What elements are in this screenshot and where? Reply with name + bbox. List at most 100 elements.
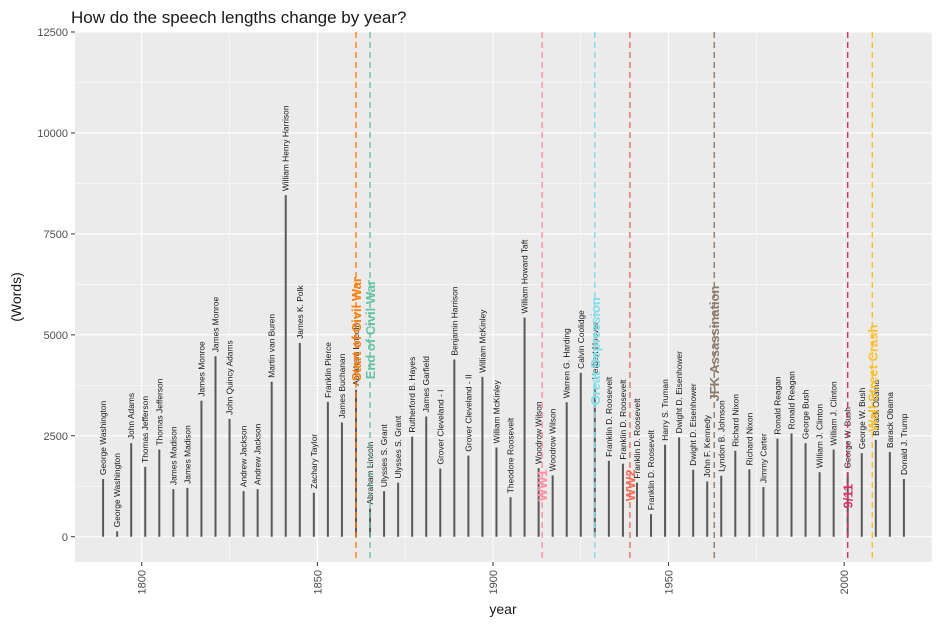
speech-bar bbox=[411, 436, 414, 537]
event-label: End of Civil War bbox=[363, 280, 378, 379]
speech-bar bbox=[256, 489, 259, 537]
speech-bar bbox=[130, 443, 133, 537]
speech-bar bbox=[228, 418, 231, 537]
president-label: Franklin D. Roosevelt bbox=[604, 376, 614, 457]
y-tick-label: 7500 bbox=[44, 229, 68, 241]
x-tick-label: 2000 bbox=[839, 570, 851, 594]
speech-bar bbox=[650, 514, 653, 537]
speech-bar bbox=[453, 359, 456, 537]
president-label: William McKinley bbox=[477, 309, 487, 373]
speech-bar bbox=[706, 481, 709, 537]
speech-bar bbox=[116, 531, 119, 537]
event-label: WW1 bbox=[535, 469, 550, 501]
speech-bar bbox=[467, 455, 470, 537]
speech-bar bbox=[425, 416, 428, 537]
president-label: George Washington bbox=[98, 400, 108, 475]
president-label: Thomas Jefferson bbox=[154, 378, 164, 445]
speech-bar bbox=[481, 376, 484, 537]
president-label: Zachary Taylor bbox=[309, 434, 319, 489]
president-label: Lyndon B. Johnson bbox=[716, 400, 726, 472]
speech-bar bbox=[804, 443, 807, 537]
speech-bar bbox=[607, 460, 610, 537]
speech-bar bbox=[270, 381, 273, 537]
president-label: Andrew Jackson bbox=[239, 425, 249, 487]
president-label: Martin van Buren bbox=[267, 314, 277, 378]
event-label: WW2 bbox=[623, 469, 638, 501]
president-label: Donald J. Trump bbox=[899, 413, 909, 475]
x-axis-title: year bbox=[489, 601, 517, 617]
axis-ticks: 1800 1850 1900 1950 2000 0 2500 5000 7500 10000 12… bbox=[37, 27, 851, 594]
president-label: James Madison bbox=[182, 425, 192, 484]
president-label: Rutherford B. Hayes bbox=[407, 357, 417, 433]
speech-bar bbox=[298, 342, 301, 537]
speech-bar bbox=[748, 469, 751, 537]
speech-bar bbox=[692, 469, 695, 537]
president-label: Grover Cleveland - II bbox=[463, 374, 473, 451]
major-gridlines bbox=[75, 31, 932, 562]
speech-bar bbox=[214, 356, 217, 537]
x-tick-label: 1900 bbox=[488, 570, 500, 594]
president-label: Woodrow Wilson bbox=[548, 408, 558, 471]
event-label: Great Depression bbox=[588, 297, 603, 405]
president-label: Franklin D. Roosevelt bbox=[618, 379, 628, 460]
president-label: John Quincy Adams bbox=[225, 340, 235, 414]
president-label: Ulysses S. Grant bbox=[393, 415, 403, 479]
speech-bar bbox=[158, 449, 161, 537]
y-tick-label: 2500 bbox=[44, 431, 68, 443]
chart-title: How do the speech lengths change by year… bbox=[71, 8, 407, 27]
speech-bar bbox=[664, 444, 667, 537]
president-label: Barack Obama bbox=[885, 392, 895, 448]
speech-bars bbox=[102, 195, 905, 537]
speech-bar bbox=[832, 449, 835, 537]
president-label: George W. Bush bbox=[857, 387, 867, 449]
x-tick-label: 1850 bbox=[312, 570, 324, 594]
speech-bar bbox=[888, 451, 891, 537]
event-label: Start of Civil War bbox=[349, 277, 364, 381]
president-label: James Monroe bbox=[196, 341, 206, 397]
president-label: James Madison bbox=[168, 426, 178, 485]
speech-bar bbox=[593, 383, 596, 537]
speech-bar bbox=[326, 401, 329, 537]
y-tick-label: 0 bbox=[62, 532, 68, 544]
president-label: Woodrow Wilson bbox=[534, 401, 544, 464]
speech-bar bbox=[720, 475, 723, 537]
president-label: Franklin D. Roosevelt bbox=[632, 398, 642, 479]
president-label: Dwight D. Eisenhower bbox=[674, 351, 684, 434]
y-axis-title: (Words) bbox=[8, 272, 24, 322]
speech-bar bbox=[439, 468, 442, 537]
speech-bar bbox=[874, 439, 877, 537]
speech-bar bbox=[734, 450, 737, 537]
speech-bar bbox=[818, 472, 821, 537]
speech-bar bbox=[523, 317, 526, 537]
president-label: William J. Clinton bbox=[829, 381, 839, 446]
president-label: Thomas Jefferson bbox=[140, 396, 150, 463]
speech-bar bbox=[902, 479, 905, 537]
speech-bar bbox=[102, 479, 105, 537]
speech-bar bbox=[495, 447, 498, 537]
president-label: Grover Cleveland - I bbox=[435, 390, 445, 465]
speech-bar bbox=[678, 437, 681, 537]
president-label: Dwight D. Eisenhower bbox=[688, 383, 698, 466]
speech-bar bbox=[172, 489, 175, 537]
event-label: Wall Street Crash bbox=[865, 325, 880, 432]
y-tick-label: 5000 bbox=[44, 330, 68, 342]
president-label: John Adams bbox=[126, 393, 136, 439]
president-label: Franklin Pierce bbox=[323, 342, 333, 398]
minor-gridlines bbox=[75, 32, 933, 562]
president-label: James Buchanan bbox=[337, 353, 347, 418]
president-label: Ulysses S. Grant bbox=[379, 424, 389, 488]
president-label: William Howard Taft bbox=[520, 239, 530, 314]
speech-bar bbox=[579, 372, 582, 537]
speech-bar bbox=[551, 475, 554, 537]
president-label: James Monroe bbox=[210, 297, 220, 353]
president-label: John F. Kennedy bbox=[702, 414, 712, 477]
president-label: George Bush bbox=[801, 389, 811, 439]
speech-bar bbox=[186, 487, 189, 537]
x-tick-label: 1800 bbox=[137, 570, 149, 594]
president-label: William McKinley bbox=[491, 379, 501, 443]
speech-bar bbox=[635, 482, 638, 537]
speech-bar bbox=[397, 482, 400, 537]
speech-bar bbox=[621, 463, 624, 537]
speech-bar bbox=[200, 400, 203, 537]
